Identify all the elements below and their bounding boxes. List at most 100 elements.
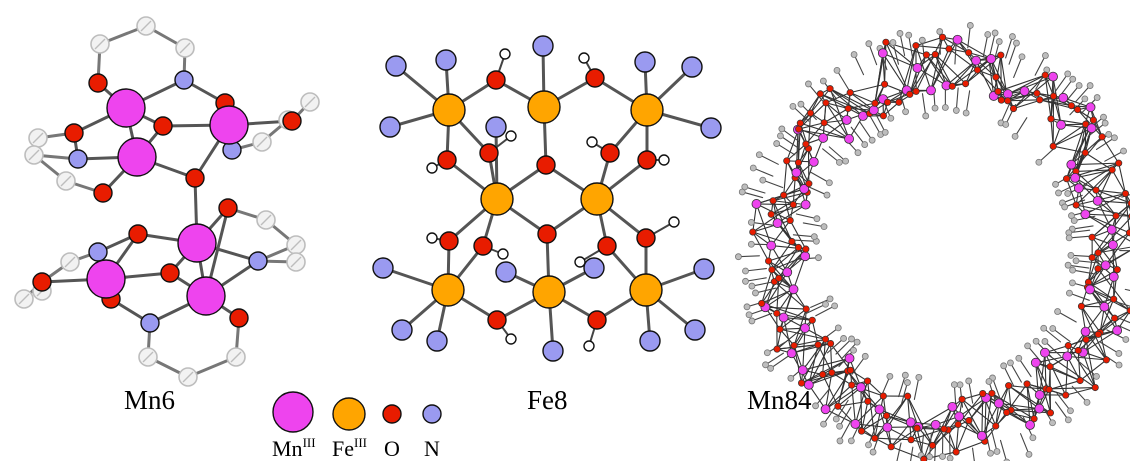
manganese-atom — [783, 268, 792, 277]
manganese-atom — [1057, 120, 1066, 129]
oxygen-atom — [904, 393, 910, 399]
oxygen-atom — [827, 340, 833, 346]
oxygen-atom — [822, 336, 828, 342]
carbon-atom — [137, 17, 155, 35]
oxygen-atom — [1048, 116, 1054, 122]
carbon-atom — [257, 211, 275, 229]
oxygen-atom — [1090, 117, 1096, 123]
oxygen-atom — [789, 238, 795, 244]
hydrogen-atom — [1073, 258, 1079, 264]
oxygen-atom — [1113, 213, 1119, 219]
bond — [1001, 440, 1007, 461]
bond — [917, 68, 946, 85]
hydrogen-atom — [1066, 290, 1072, 296]
oxygen-atom — [438, 151, 456, 169]
hydrogen-atom — [835, 325, 841, 331]
oxygen-atom — [1050, 143, 1056, 149]
hydrogen-atom — [923, 113, 929, 119]
oxygen-atom — [601, 144, 619, 162]
oxygen-atom — [1083, 336, 1089, 342]
oxygen-atom — [803, 246, 809, 252]
hydrogen-atom — [1121, 148, 1127, 154]
hydrogen-atom — [967, 22, 973, 28]
hydrogen-atom — [882, 129, 888, 135]
oxygen-atom — [803, 141, 809, 147]
hydrogen-atom — [1026, 451, 1032, 457]
hydrogen-atom — [1050, 326, 1056, 332]
manganese-atom — [1100, 302, 1109, 311]
oxygen-atom — [750, 229, 756, 235]
oxygen-atom — [230, 309, 248, 327]
carbon-atom — [57, 172, 75, 190]
manganese-atom — [801, 200, 810, 209]
carbon-atom — [287, 236, 305, 254]
oxygen-atom — [795, 159, 801, 165]
hydrogen-atom — [756, 152, 762, 158]
oxygen-atom — [884, 99, 890, 105]
manganese-atom — [977, 431, 986, 440]
hydrogen-atom — [1065, 417, 1071, 423]
carbon-atom — [176, 39, 194, 57]
oxygen-atom — [586, 69, 604, 87]
manganese-atom — [1035, 390, 1044, 399]
bond — [973, 448, 976, 461]
hydrogen-atom — [902, 372, 908, 378]
hydrogen-atom — [906, 32, 912, 38]
oxygen-atom — [1063, 175, 1069, 181]
manganese-atom — [1109, 272, 1118, 281]
iron-atom — [581, 183, 613, 215]
oxygen-atom — [791, 342, 797, 348]
oxygen-atom — [959, 396, 965, 402]
oxygen-atom — [487, 71, 505, 89]
manganese-atom — [1071, 173, 1080, 182]
manganese-atom — [87, 260, 125, 298]
manganese-atom — [856, 383, 865, 392]
hydrogen-atom — [814, 216, 820, 222]
oxygen-atom — [598, 237, 616, 255]
oxygen-atom — [941, 426, 947, 432]
oxygen-atom — [1126, 230, 1130, 236]
manganese-atom — [926, 86, 935, 95]
oxygen-atom — [219, 199, 237, 217]
hydrogen-atom — [760, 177, 766, 183]
nitrogen-atom — [635, 52, 655, 72]
hydrogen-atom — [1116, 350, 1122, 356]
hydrogen-atom — [951, 382, 957, 388]
hydrogen-atom — [953, 107, 959, 113]
hydrogen-atom — [506, 334, 516, 344]
manganese-atom — [1035, 404, 1044, 413]
legend-label-mn: MnIII — [272, 438, 316, 460]
oxygen-atom — [1068, 102, 1074, 108]
manganese-atom — [210, 106, 248, 144]
manganese-atom — [178, 224, 216, 262]
hydrogen-atom — [1042, 338, 1048, 344]
hydrogen-atom — [985, 31, 991, 37]
hydrogen-atom — [811, 234, 817, 240]
carbon-atom — [91, 35, 109, 53]
carbon-atom — [29, 129, 47, 147]
oxygen-atom — [1115, 160, 1121, 166]
hydrogen-atom — [584, 341, 594, 351]
hydrogen-atom — [744, 304, 750, 310]
hydrogen-atom — [749, 318, 755, 324]
hydrogen-atom — [1084, 399, 1090, 405]
manganese-atom — [972, 56, 981, 65]
manganese-atom — [955, 412, 964, 421]
hydrogen-atom — [947, 455, 953, 461]
hydrogen-atom — [813, 403, 819, 409]
hydrogen-atom — [855, 150, 861, 156]
oxygen-atom — [1073, 202, 1079, 208]
hydrogen-atom — [669, 217, 679, 227]
hydrogen-atom — [833, 416, 839, 422]
oxygen-atom — [1095, 265, 1101, 271]
oxygen-atom — [880, 393, 886, 399]
manganese-atom — [787, 349, 796, 358]
nitrogen-atom — [392, 320, 412, 340]
hydrogen-atom — [805, 81, 811, 87]
manganese-atom — [752, 199, 761, 208]
manganese-atom — [1087, 124, 1096, 133]
nitrogen-atom — [427, 331, 447, 351]
hydrogen-atom — [848, 438, 854, 444]
manganese-atom — [1113, 326, 1122, 335]
